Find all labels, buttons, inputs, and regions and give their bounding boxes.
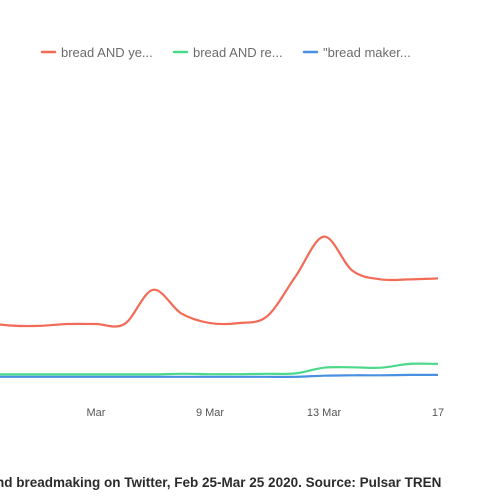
x-tick-label: 9 Mar xyxy=(196,407,224,419)
x-tick-label: 17 xyxy=(432,407,444,419)
series-line xyxy=(0,373,438,378)
series-line xyxy=(0,362,439,376)
legend-item-label[interactable]: "bread maker... xyxy=(323,45,411,60)
x-axis: Mar 9 Mar 13 Mar 17 xyxy=(87,407,445,419)
legend: bread AND ye... bread AND re... "bread mak… xyxy=(40,45,411,60)
x-tick-label: 13 Mar xyxy=(307,407,342,419)
chart-caption: nd breadmaking on Twitter, Feb 25-Mar 25… xyxy=(0,475,442,490)
series-line xyxy=(0,235,439,328)
legend-item-label[interactable]: bread AND ye... xyxy=(61,45,153,60)
plot-area xyxy=(0,235,439,378)
legend-item-label[interactable]: bread AND re... xyxy=(193,45,283,60)
x-tick-label: Mar xyxy=(87,407,106,419)
